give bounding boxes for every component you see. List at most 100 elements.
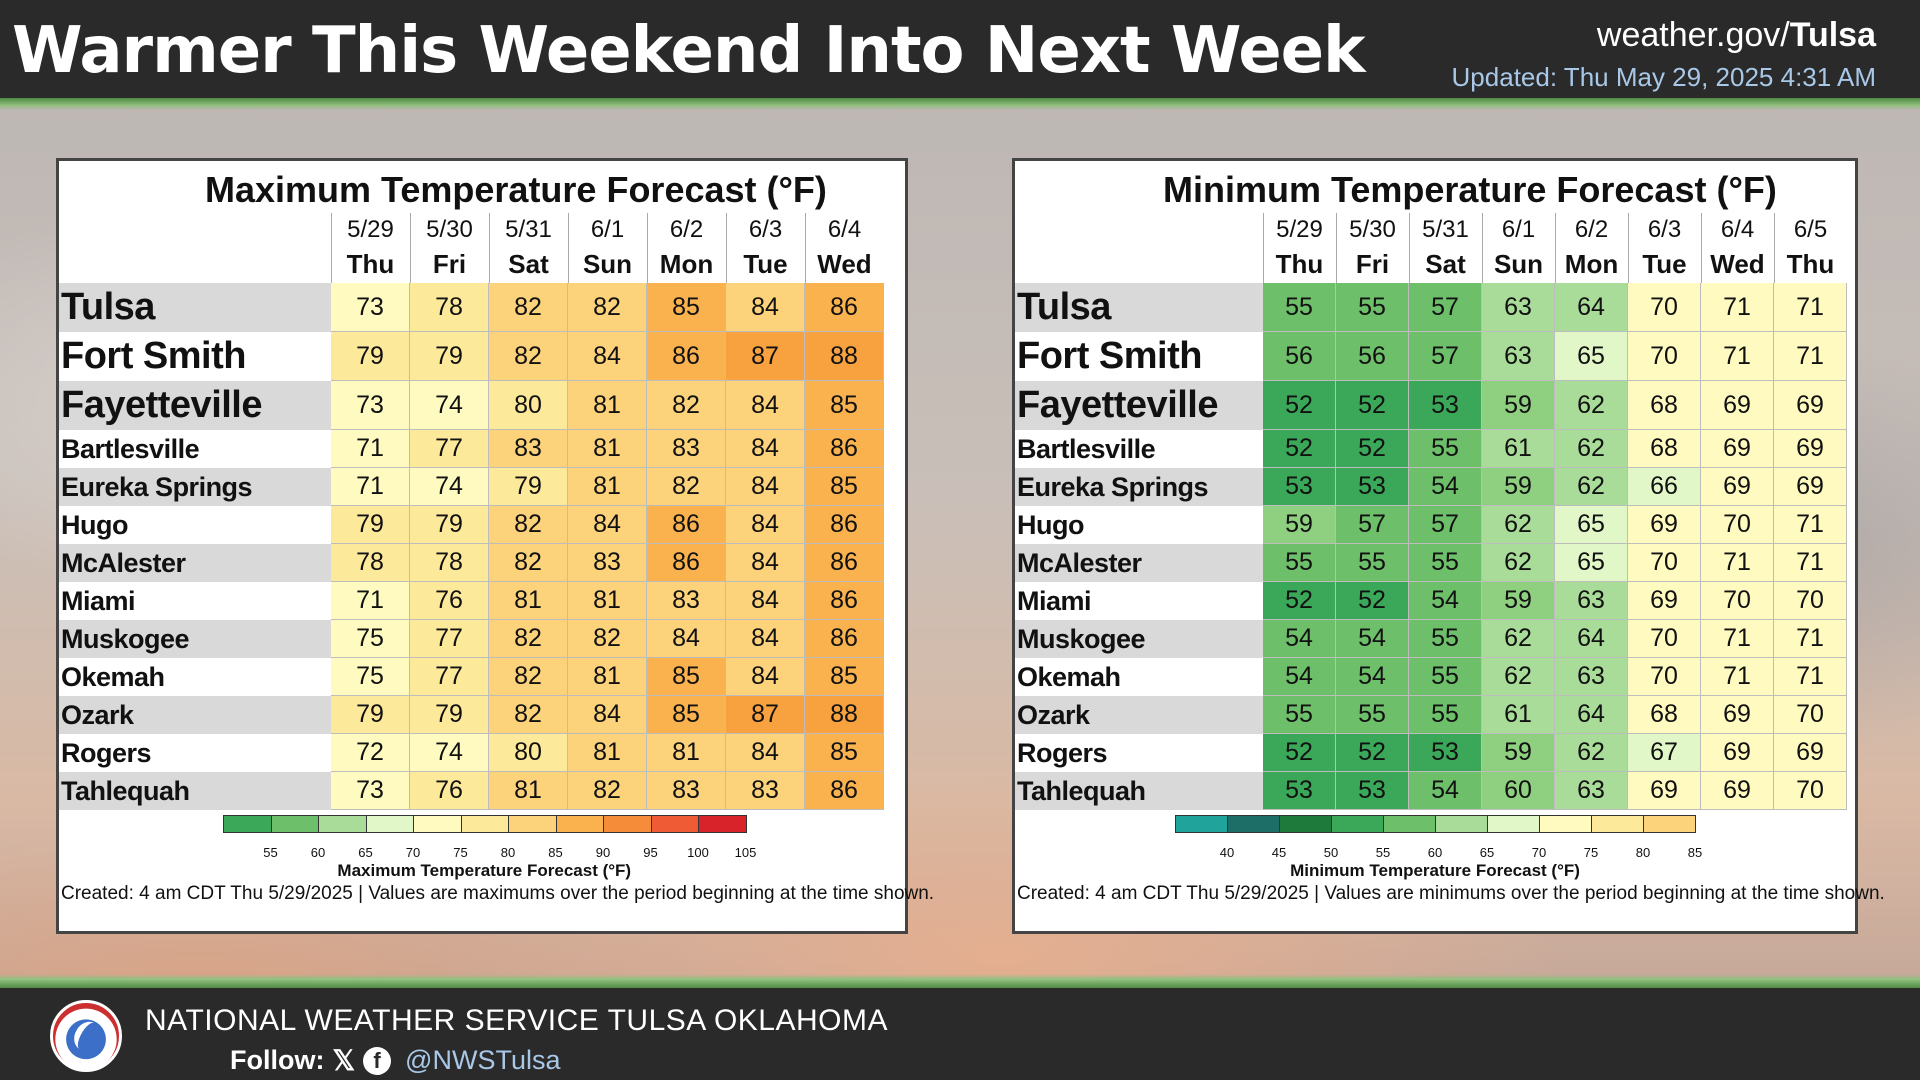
temp-cell: 54: [1409, 772, 1482, 810]
column-header: 6/2 Mon: [1555, 213, 1628, 281]
column-header: 6/3 Tue: [1628, 213, 1701, 281]
temp-cell: 62: [1555, 381, 1628, 430]
temp-cell: 76: [410, 582, 489, 620]
legend-swatch: [1383, 815, 1436, 833]
temp-cell: 63: [1555, 658, 1628, 696]
temp-cell: 84: [568, 696, 647, 734]
temp-cell: 81: [568, 381, 647, 430]
temp-cell: 56: [1263, 332, 1336, 381]
temp-cell: 78: [410, 283, 489, 332]
temp-cell: 53: [1336, 468, 1409, 506]
column-divider: [1263, 213, 1264, 283]
column-day: Wed: [1710, 249, 1765, 279]
social-handle[interactable]: @NWSTulsa: [405, 1045, 561, 1075]
column-date: 5/29: [1276, 216, 1323, 243]
table-row: Ozark 55 55 55 61 64 68 69 70: [1015, 696, 1847, 734]
temp-cell: 70: [1628, 544, 1701, 582]
temp-cell: 77: [410, 620, 489, 658]
temp-cell: 87: [726, 696, 805, 734]
column-divider: [1409, 213, 1410, 283]
temp-cell: 82: [489, 506, 568, 544]
temp-cell: 85: [805, 658, 884, 696]
temp-cell: 68: [1628, 696, 1701, 734]
legend-tick-label: 90: [595, 845, 611, 860]
temp-cell: 74: [410, 381, 489, 430]
legend-swatch: [1279, 815, 1332, 833]
column-day: Thu: [1786, 249, 1835, 279]
temp-cell: 84: [568, 332, 647, 381]
temp-cell: 81: [568, 658, 647, 696]
temp-cell: 71: [1701, 658, 1774, 696]
table-row: Eureka Springs 53 53 54 59 62 66 69 69: [1015, 468, 1847, 506]
x-social-icon[interactable]: 𝕏: [332, 1045, 356, 1076]
legend-tick-label: 55: [1375, 845, 1391, 860]
temp-cell: 68: [1628, 430, 1701, 468]
temp-cell: 83: [647, 772, 726, 810]
temp-cell: 82: [489, 620, 568, 658]
table-row: Tahlequah 53 53 54 60 63 69 69 70: [1015, 772, 1847, 810]
temp-cell: 70: [1774, 582, 1847, 620]
temp-cell: 57: [1409, 332, 1482, 381]
legend-tick-label: 40: [1219, 845, 1235, 860]
column-date: 5/31: [505, 216, 552, 243]
column-divider: [568, 213, 569, 283]
temp-cell: 62: [1482, 620, 1555, 658]
legend-swatch: [1175, 815, 1228, 833]
temp-cell: 86: [647, 544, 726, 582]
temp-cell: 69: [1774, 468, 1847, 506]
column-day: Thu: [1275, 249, 1324, 279]
temp-cell: 55: [1263, 696, 1336, 734]
temp-cell: 84: [726, 430, 805, 468]
table-row: Miami 52 52 54 59 63 69 70 70: [1015, 582, 1847, 620]
column-header: 5/29 Thu: [331, 213, 410, 281]
page-title: Warmer This Weekend Into Next Week: [12, 14, 1366, 88]
temp-cell: 71: [331, 582, 410, 620]
table-row: Fort Smith 79 79 82 84 86 87 88: [59, 332, 884, 381]
temp-cell: 54: [1409, 582, 1482, 620]
legend-tick-label: 75: [1583, 845, 1599, 860]
city-name: Miami: [61, 585, 136, 616]
table-row: Fayetteville 52 52 53 59 62 68 69 69: [1015, 381, 1847, 430]
temp-cell: 82: [489, 332, 568, 381]
table-row: Fort Smith 56 56 57 63 65 70 71 71: [1015, 332, 1847, 381]
temp-cell: 86: [805, 283, 884, 332]
city-name: Hugo: [1017, 509, 1084, 540]
temp-cell: 71: [1774, 544, 1847, 582]
temp-cell: 75: [331, 658, 410, 696]
temp-cell: 56: [1336, 332, 1409, 381]
column-date: 6/3: [1647, 216, 1682, 243]
city-name: Tulsa: [61, 286, 155, 328]
temp-cell: 69: [1774, 430, 1847, 468]
temp-cell: 86: [805, 772, 884, 810]
temp-cell: 55: [1263, 283, 1336, 332]
temp-cell: 57: [1336, 506, 1409, 544]
temp-cell: 72: [331, 734, 410, 772]
temp-cell: 84: [726, 506, 805, 544]
temp-cell: 86: [805, 582, 884, 620]
site-link[interactable]: weather.gov/Tulsa: [1597, 16, 1876, 55]
legend-swatch: [1539, 815, 1592, 833]
legend-swatch: [1227, 815, 1280, 833]
column-header: 5/30 Fri: [1336, 213, 1409, 281]
temp-cell: 75: [331, 620, 410, 658]
temp-cell: 52: [1263, 430, 1336, 468]
column-divider: [647, 213, 648, 283]
city-name: Okemah: [1017, 661, 1121, 692]
temp-cell: 70: [1628, 620, 1701, 658]
city-name: Fort Smith: [1017, 335, 1202, 377]
temp-cell: 63: [1482, 283, 1555, 332]
temp-cell: 52: [1263, 734, 1336, 772]
column-date: 5/31: [1422, 216, 1469, 243]
temp-cell: 84: [726, 734, 805, 772]
temp-cell: 83: [726, 772, 805, 810]
temp-cell: 70: [1628, 658, 1701, 696]
temp-cell: 62: [1555, 734, 1628, 772]
temp-cell: 76: [410, 772, 489, 810]
temp-cell: 63: [1555, 582, 1628, 620]
min-panel-title: Minimum Temperature Forecast (°F): [1163, 169, 1777, 210]
facebook-icon[interactable]: f: [363, 1046, 392, 1075]
temp-cell: 59: [1482, 468, 1555, 506]
temp-cell: 86: [805, 506, 884, 544]
city-name: Ozark: [1017, 699, 1090, 730]
temp-cell: 81: [568, 734, 647, 772]
